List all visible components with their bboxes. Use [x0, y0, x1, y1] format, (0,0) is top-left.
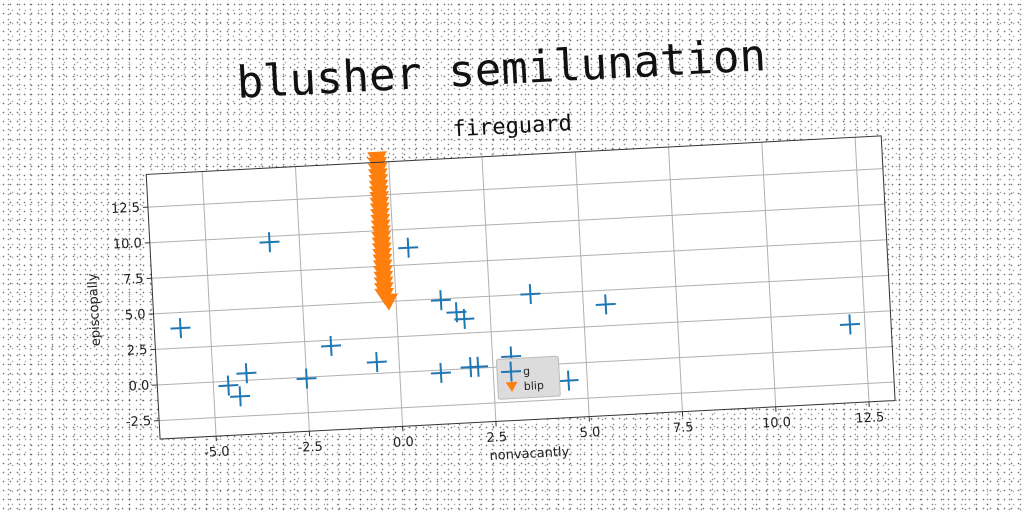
scatter-series [170, 151, 860, 407]
x-tick-label: 2.5 [486, 430, 507, 446]
data-point-g [430, 290, 451, 311]
y-tick-label: 10.0 [113, 236, 143, 252]
y-tick-label: 5.0 [125, 307, 146, 323]
data-point-g [430, 362, 451, 384]
data-point-g [398, 237, 419, 258]
legend-label-blip: blip [523, 379, 544, 393]
y-tick-label: -2.5 [125, 414, 151, 430]
plot-axes: -5.0 -2.5 0.0 2.5 5.0 7.5 10.0 12.5 -2.5 0.0 2.5 5… [85, 111, 896, 464]
y-grid-line [159, 381, 895, 422]
data-point-g [321, 335, 342, 356]
legend-label-g: g [523, 365, 531, 378]
data-point-g [236, 363, 257, 384]
data-point-blip [378, 293, 399, 311]
x-grid-line [668, 147, 683, 412]
x-grid-line [201, 171, 217, 437]
x-tick-label: -5.0 [204, 444, 230, 460]
plot-border [145, 135, 896, 440]
y-grid-line [155, 310, 891, 350]
x-axis-label: nonvacantly [489, 445, 570, 464]
y-tick-label: 12.5 [111, 201, 141, 217]
data-point-g [595, 294, 616, 315]
y-axis-label: episcopally [85, 273, 104, 347]
x-grid-line [854, 137, 870, 402]
data-point-g [558, 370, 579, 391]
legend: g blip [495, 355, 561, 400]
data-point-g [230, 386, 251, 407]
x-tick-label: 0.0 [393, 435, 414, 451]
x-tick-label: 12.5 [855, 410, 885, 426]
data-point-g [366, 352, 387, 373]
data-point-g [259, 232, 280, 253]
data-point-g [839, 314, 860, 335]
y-tick-label: 2.5 [126, 343, 147, 359]
x-tick-label: 10.0 [762, 415, 792, 431]
data-point-g [468, 356, 489, 377]
data-point-g [454, 308, 475, 330]
x-ticks: -5.0 -2.5 0.0 2.5 5.0 7.5 10.0 12.5 [204, 401, 885, 461]
y-grid-line [151, 239, 887, 279]
data-point-g [520, 284, 541, 305]
x-grid-line [761, 142, 777, 407]
x-grid-line [481, 156, 497, 422]
x-tick-label: -2.5 [297, 440, 323, 456]
y-tick-label: 7.5 [123, 272, 144, 288]
x-tick-label: 7.5 [673, 420, 694, 436]
legend-marker-g [500, 361, 522, 382]
plot-background [146, 135, 896, 440]
x-tick-label: 5.0 [579, 425, 600, 441]
chart-title: fireguard [452, 111, 572, 142]
y-ticks: -2.5 0.0 2.5 5.0 7.5 10.0 12.5 [111, 201, 160, 430]
figure-title: blusher semilunation [235, 30, 767, 109]
data-point-g [170, 318, 191, 339]
y-grid-line [149, 203, 885, 244]
legend-marker-blip [505, 381, 518, 393]
y-grid-line [147, 168, 883, 208]
data-point-g [296, 368, 317, 389]
x-grid-line [574, 151, 590, 417]
data-point-g [218, 375, 239, 396]
y-tick-label: 0.0 [128, 378, 149, 394]
